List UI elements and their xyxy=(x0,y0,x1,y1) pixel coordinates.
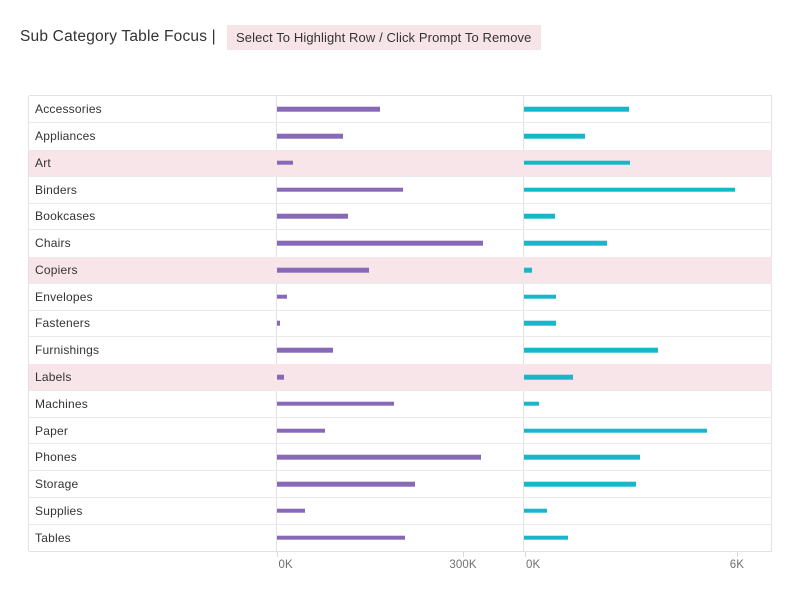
table-row-appliances[interactable]: Appliances xyxy=(29,122,772,150)
table-row-labels[interactable]: Labels xyxy=(29,363,772,391)
row-label: Art xyxy=(35,155,51,170)
row-label: Accessories xyxy=(35,102,102,117)
table-row-binders[interactable]: Binders xyxy=(29,175,772,203)
sales-bar[interactable] xyxy=(276,535,405,540)
subcategory-table: Accessories Appliances Art Binders Bookcases… xyxy=(28,95,772,552)
sales-bar[interactable] xyxy=(276,187,403,192)
row-separator xyxy=(29,309,772,311)
sales-bar[interactable] xyxy=(276,133,344,139)
page-title: Sub Category Table Focus | xyxy=(20,28,216,45)
table-row-furnishings[interactable]: Furnishings xyxy=(29,336,772,364)
sales-bar[interactable] xyxy=(276,374,285,380)
sales-bar[interactable] xyxy=(276,481,416,487)
quantity-bar[interactable] xyxy=(523,401,540,407)
sales-bar[interactable] xyxy=(276,160,294,166)
table-row-phones[interactable]: Phones xyxy=(29,443,772,471)
row-separator xyxy=(29,496,772,498)
row-separator xyxy=(29,470,772,472)
quantity-axis-tick-mark xyxy=(736,552,738,557)
table-row-tables[interactable]: Tables xyxy=(29,523,772,551)
table-row-chairs[interactable]: Chairs xyxy=(29,229,772,257)
quantity-bar[interactable] xyxy=(523,321,557,326)
row-label: Machines xyxy=(35,396,88,411)
table-row-storage[interactable]: Storage xyxy=(29,470,772,498)
table-row-art[interactable]: Art xyxy=(29,149,772,177)
quantity-bar[interactable] xyxy=(523,535,568,540)
row-separator xyxy=(29,202,772,204)
sales-bar[interactable] xyxy=(276,508,306,514)
sales-bar[interactable] xyxy=(276,428,326,433)
quantity-bar[interactable] xyxy=(523,187,736,192)
quantity-bar[interactable] xyxy=(523,508,547,514)
sales-axis-tick-label: 300K xyxy=(449,559,477,571)
table-row-copiers[interactable]: Copiers xyxy=(29,256,772,284)
table-row-bookcases[interactable]: Bookcases xyxy=(29,202,772,230)
row-label: Labels xyxy=(35,370,72,385)
quantity-bar[interactable] xyxy=(523,428,708,433)
title-bar: Sub Category Table Focus | Select To Hig… xyxy=(0,0,799,70)
table-row-paper[interactable]: Paper xyxy=(29,416,772,444)
row-label: Paper xyxy=(35,423,69,438)
row-label: Bookcases xyxy=(35,209,96,224)
sales-bar[interactable] xyxy=(276,107,381,112)
sales-bar[interactable] xyxy=(276,294,287,300)
row-separator xyxy=(29,229,772,231)
row-separator xyxy=(29,416,772,418)
pane-divider-border xyxy=(523,96,524,551)
row-label: Binders xyxy=(35,182,78,197)
table-row-envelopes[interactable]: Envelopes xyxy=(29,282,772,310)
quantity-axis-tick-mark xyxy=(524,552,526,557)
quantity-bar[interactable] xyxy=(523,294,556,300)
quantity-bar[interactable] xyxy=(523,107,630,112)
row-label: Envelopes xyxy=(35,289,93,304)
table-row-machines[interactable]: Machines xyxy=(29,389,772,417)
quantity-bar[interactable] xyxy=(523,347,658,353)
row-label: Tables xyxy=(35,530,71,545)
row-label: Copiers xyxy=(35,262,78,277)
row-separator xyxy=(29,122,772,124)
row-separator xyxy=(29,336,772,338)
table-row-accessories[interactable]: Accessories xyxy=(29,96,772,123)
quantity-bar[interactable] xyxy=(523,481,636,487)
table-row-supplies[interactable]: Supplies xyxy=(29,496,772,524)
quantity-axis-tick-label: 6K xyxy=(729,559,745,571)
sales-bar[interactable] xyxy=(276,401,394,407)
row-separator xyxy=(29,523,772,525)
table-rows: Accessories Appliances Art Binders Bookcases… xyxy=(29,96,772,551)
sales-axis-tick-mark xyxy=(277,552,278,557)
row-label: Storage xyxy=(35,477,79,492)
sales-bar[interactable] xyxy=(276,240,483,246)
row-label: Phones xyxy=(35,450,77,465)
row-label: Furnishings xyxy=(35,343,100,358)
quantity-bar[interactable] xyxy=(523,267,533,273)
sales-bar[interactable] xyxy=(276,455,482,460)
table-right-border xyxy=(771,96,772,551)
table-row-fasteners[interactable]: Fasteners xyxy=(29,309,772,337)
row-separator xyxy=(29,443,772,445)
quantity-bar[interactable] xyxy=(523,455,641,460)
sales-axis-tick-mark xyxy=(463,552,464,557)
sales-bar[interactable] xyxy=(276,321,280,326)
quantity-bar[interactable] xyxy=(523,214,555,219)
quantity-bar[interactable] xyxy=(523,374,574,380)
row-separator xyxy=(29,389,772,391)
row-separator xyxy=(29,282,772,284)
row-label: Chairs xyxy=(35,236,71,251)
row-label: Supplies xyxy=(35,503,83,518)
sales-bar[interactable] xyxy=(276,267,370,273)
quantity-bar[interactable] xyxy=(523,133,585,139)
row-label: Appliances xyxy=(35,129,96,144)
sales-bar[interactable] xyxy=(276,347,334,353)
table-left-border xyxy=(28,96,29,551)
sales-bar[interactable] xyxy=(276,214,348,219)
quantity-axis-tick-label: 0K xyxy=(526,559,541,571)
highlight-prompt-button[interactable]: Select To Highlight Row / Click Prompt T… xyxy=(227,24,541,50)
quantity-bar[interactable] xyxy=(523,160,630,166)
quantity-bar[interactable] xyxy=(523,240,608,246)
row-label: Fasteners xyxy=(35,316,91,331)
sales-axis-tick-label: 0K xyxy=(278,559,293,571)
row-separator xyxy=(29,175,772,177)
